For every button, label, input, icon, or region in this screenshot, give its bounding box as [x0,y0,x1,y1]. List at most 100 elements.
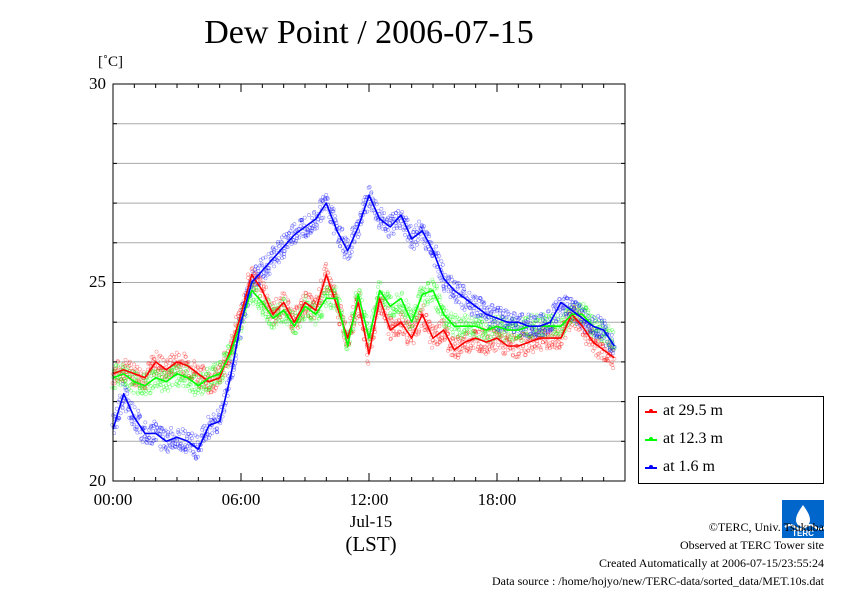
data-point [275,307,280,312]
data-point [433,330,438,335]
data-point [498,311,503,316]
data-point [325,196,330,201]
data-point [183,354,188,359]
data-point [144,440,149,444]
data-point [313,297,318,302]
data-point [518,313,523,318]
data-point [394,226,399,230]
data-point [304,230,309,235]
data-point [568,311,572,316]
data-point [187,381,192,386]
data-point [433,305,438,310]
data-point [278,310,283,315]
data-point [430,345,434,350]
data-point [532,332,537,337]
y-tick-label: 20 [89,471,106,490]
data-point [517,315,522,320]
data-point [142,379,147,383]
data-point [120,406,125,411]
data-point [536,332,541,337]
data-point [166,381,171,386]
data-point [137,367,142,372]
data-point [316,217,321,222]
data-point [274,246,279,251]
data-point [511,316,516,321]
data-point [447,274,451,279]
data-point [530,345,535,350]
data-point [522,333,527,338]
data-point [259,263,264,268]
data-point [468,306,473,311]
data-point [414,242,419,247]
data-point [259,306,264,311]
data-point [573,324,577,329]
data-point [486,324,491,329]
data-point [174,445,179,450]
data-point [191,452,196,457]
data-point [456,355,461,360]
data-point [303,234,308,239]
data-point [141,370,146,375]
data-point [580,332,585,337]
data-point [382,211,387,216]
data-point [446,276,451,281]
data-point [287,231,292,236]
data-point [354,222,359,227]
data-point [223,373,228,378]
data-point [533,344,538,349]
data-point [123,364,128,368]
data-point [386,215,391,220]
data-point [610,344,615,349]
data-point [228,359,233,364]
x-axis-label: (LST) [345,532,397,556]
data-point [483,331,488,336]
data-point [481,312,485,317]
data-point [411,230,416,235]
data-point [391,226,396,231]
data-point [536,331,541,336]
data-point [300,316,304,321]
data-point [167,442,172,447]
data-point [328,219,333,224]
data-point [300,318,305,323]
data-point [136,416,141,420]
data-point [533,334,537,339]
data-point [425,281,430,286]
data-point [412,320,417,325]
data-point [473,329,478,334]
data-point [399,292,404,296]
data-point [469,316,474,321]
data-point [317,316,322,321]
data-point [533,327,538,332]
data-point [292,238,297,243]
data-point [454,298,459,303]
data-point [208,365,213,370]
data-point [577,302,582,307]
data-point [557,344,562,349]
data-point [163,428,168,433]
data-point [137,386,142,391]
data-point [212,418,217,423]
data-point [286,234,291,239]
data-point [403,320,408,325]
data-point [440,262,445,267]
data-point [598,334,603,339]
data-point [609,354,614,359]
data-point [415,316,420,321]
data-point [464,345,469,350]
data-point [414,315,419,320]
data-point [280,256,285,261]
data-point [538,318,543,323]
data-point [449,311,454,316]
data-point [284,235,288,240]
data-point [565,301,570,306]
data-point [278,239,283,244]
data-point [385,217,389,222]
data-point [539,312,544,316]
data-point [209,383,214,387]
data-point [118,377,123,382]
data-point [340,227,344,232]
data-point [125,384,129,389]
points-at-1-6-m [110,185,617,461]
data-point [322,197,327,202]
